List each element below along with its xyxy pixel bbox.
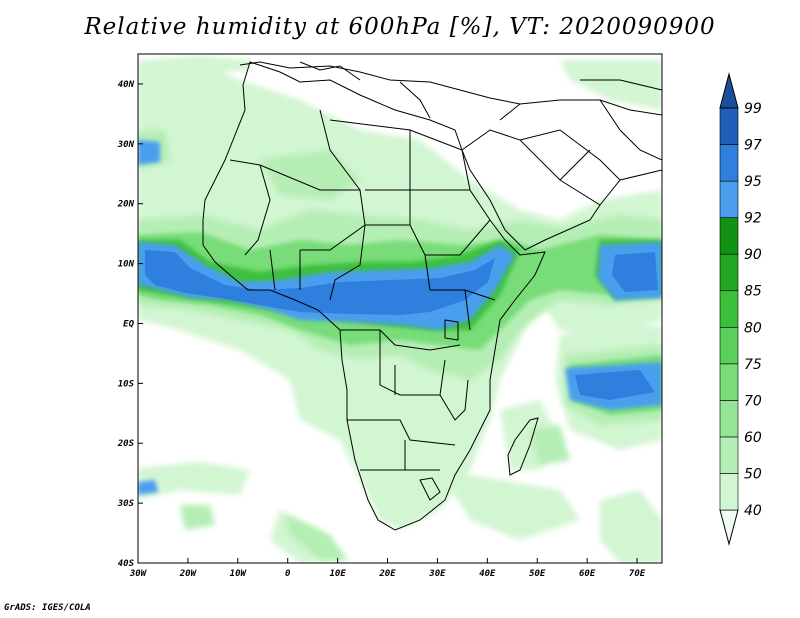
- lat-tick-label: 10S: [118, 379, 135, 389]
- lat-tick-label: EQ: [123, 319, 134, 329]
- lon-tick-label: 50E: [529, 569, 546, 579]
- lon-tick-label: 10W: [230, 569, 248, 579]
- colorbar-label: 60: [744, 430, 762, 446]
- colorbar-segment: [719, 436, 739, 474]
- lat-tick-label: 20S: [117, 439, 135, 449]
- colorbar-label: 70: [744, 393, 762, 409]
- colorbar-label: 85: [744, 284, 762, 300]
- colorbar-segment: [719, 144, 739, 182]
- humidity-field: [138, 56, 662, 563]
- colorbar-label: 50: [744, 466, 762, 482]
- map-title: Relative humidity at 600hPa [%], VT: 202…: [84, 14, 716, 40]
- country-borders: [202, 61, 662, 531]
- colorbar-segment: [719, 400, 739, 438]
- lon-tick-label: 0: [285, 569, 291, 579]
- colorbar-label: 92: [744, 211, 762, 227]
- colorbar-segment: [719, 217, 739, 255]
- colorbar: 40 50 60 70 75 80 85 90 92 95 97 99: [719, 72, 762, 546]
- colorbar-label: 95: [744, 174, 762, 190]
- lat-tick-label: 40S: [118, 559, 135, 569]
- lon-tick-label: 10E: [329, 569, 346, 579]
- latitude-axis: 40N 30N 20N 10N EQ 10S 20S 30S 40S: [117, 80, 143, 569]
- colorbar-segment: [719, 326, 739, 365]
- footer-credit: GrADS: IGES/COLA: [4, 603, 91, 613]
- lon-tick-label: 70E: [629, 569, 646, 579]
- lat-tick-label: 30N: [117, 140, 135, 150]
- colorbar-segment: [719, 473, 739, 511]
- humidity-97-shading: [145, 250, 658, 400]
- colorbar-segment: [719, 363, 739, 401]
- lon-tick-label: 60E: [579, 569, 596, 579]
- plot-frame: [137, 53, 663, 564]
- colorbar-label: 97: [744, 138, 762, 154]
- colorbar-label: 75: [744, 357, 762, 373]
- colorbar-label: 99: [744, 101, 762, 117]
- colorbar-segment: [719, 290, 739, 328]
- lat-tick-label: 40N: [118, 80, 135, 90]
- lat-tick-label: 20N: [117, 200, 135, 210]
- colorbar-label: 90: [744, 247, 762, 263]
- colorbar-segment: [719, 107, 739, 145]
- lon-tick-label: 40E: [479, 569, 496, 579]
- lat-tick-label: 10N: [118, 260, 135, 270]
- colorbar-segment: [719, 180, 739, 218]
- lon-tick-label: 20W: [179, 569, 198, 579]
- lon-tick-label: 20E: [378, 569, 396, 579]
- lon-tick-label: 30W: [129, 569, 148, 579]
- colorbar-high-triangle: [719, 72, 739, 109]
- colorbar-segment: [719, 253, 739, 292]
- colorbar-label: 40: [744, 503, 762, 519]
- colorbar-label: 80: [744, 320, 762, 336]
- longitude-axis: 30W 20W 10W 0 10E 20E 30E 40E 50E 60E 70E: [129, 558, 646, 579]
- colorbar-low-triangle: [719, 509, 739, 546]
- lon-tick-label: 30E: [428, 569, 446, 579]
- lat-tick-label: 30S: [117, 499, 135, 509]
